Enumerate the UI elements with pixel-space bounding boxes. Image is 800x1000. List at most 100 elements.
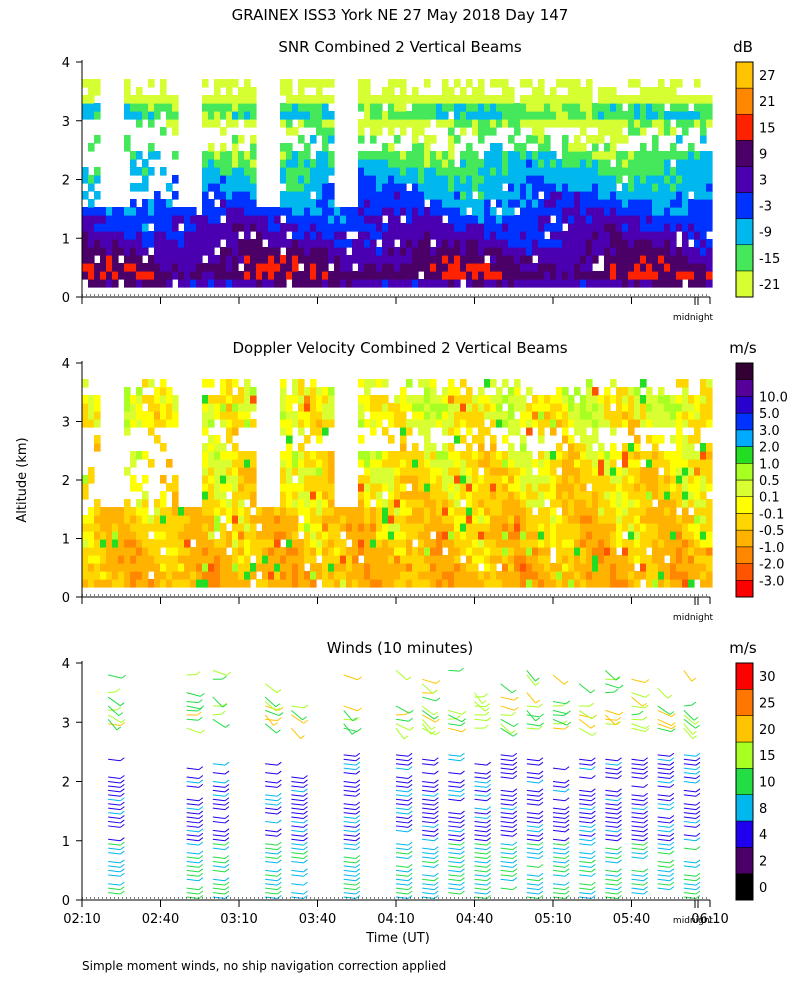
field-cell [88, 239, 95, 248]
field-cell [88, 279, 95, 288]
field-cell [292, 531, 299, 540]
field-cell [232, 159, 239, 168]
field-cell [568, 271, 575, 280]
field-cell [520, 555, 527, 564]
field-cell [454, 231, 461, 240]
field-cell [568, 491, 575, 500]
field-cell [652, 255, 659, 264]
field-cell [490, 443, 497, 452]
field-cell [436, 547, 443, 556]
wind-barb-flag [538, 775, 544, 779]
wind-barb-flag [407, 890, 413, 895]
field-cell [430, 183, 437, 192]
field-cell [538, 459, 545, 468]
wind-barb [108, 887, 121, 891]
field-cell [628, 451, 635, 460]
wind-barb-flag [355, 788, 361, 793]
field-cell [634, 547, 641, 556]
field-cell [658, 95, 665, 104]
wind-barb [500, 816, 513, 819]
field-cell [328, 239, 335, 248]
field-cell [334, 531, 341, 540]
field-cell [490, 539, 497, 548]
wind-barb [474, 820, 487, 824]
wind-barb-flag [198, 895, 204, 899]
field-cell [388, 159, 395, 168]
wind-barb [500, 807, 513, 811]
field-cell [130, 159, 137, 168]
field-cell [94, 239, 101, 248]
field-cell [298, 247, 305, 256]
field-cell [154, 247, 161, 256]
field-cell [700, 255, 707, 264]
field-cell [340, 271, 347, 280]
field-cell [184, 563, 191, 572]
field-cell [394, 483, 401, 492]
field-cell [280, 427, 287, 436]
field-cell [328, 207, 335, 216]
field-cell [364, 103, 371, 112]
field-cell [562, 395, 569, 404]
field-cell [676, 135, 683, 144]
wind-barb-flag [538, 886, 544, 890]
field-cell [562, 167, 569, 176]
field-cell [112, 539, 119, 548]
field-cell [118, 539, 125, 548]
field-cell [610, 151, 617, 160]
wind-barb-flag [355, 855, 361, 859]
field-cell [286, 127, 293, 136]
field-cell [490, 403, 497, 412]
field-cell [178, 563, 185, 572]
wind-barb [448, 852, 461, 855]
field-cell [514, 459, 521, 468]
field-cell [520, 499, 527, 508]
wind-barb [186, 816, 199, 819]
field-cell [322, 515, 329, 524]
field-cell [286, 419, 293, 428]
field-cell [586, 467, 593, 476]
wind-barb [291, 847, 304, 851]
field-cell [406, 167, 413, 176]
field-cell [682, 475, 689, 484]
field-cell [232, 395, 239, 404]
field-cell [214, 207, 221, 216]
field-cell [598, 475, 605, 484]
field-cell [694, 395, 701, 404]
field-cell [460, 175, 467, 184]
field-cell [256, 247, 263, 256]
field-cell [406, 571, 413, 580]
field-cell [232, 199, 239, 208]
field-cell [508, 207, 515, 216]
wind-barb-flag [303, 855, 308, 859]
field-cell [628, 167, 635, 176]
field-cell [538, 547, 545, 556]
wind-barb [448, 874, 461, 877]
field-cell [196, 571, 203, 580]
field-cell [556, 451, 563, 460]
field-cell [202, 191, 209, 200]
field-cell [598, 539, 605, 548]
field-cell [598, 199, 605, 208]
field-cell [376, 119, 383, 128]
field-cell [322, 255, 329, 264]
field-cell [298, 467, 305, 476]
field-cell [148, 95, 155, 104]
field-cell [124, 579, 131, 588]
field-cell [430, 499, 437, 508]
field-cell [166, 119, 173, 128]
field-cell [82, 231, 89, 240]
field-cell [490, 419, 497, 428]
field-cell [232, 207, 239, 216]
field-cell [322, 387, 329, 396]
field-cell [280, 411, 287, 420]
field-cell [520, 279, 527, 288]
wind-barb-flag [538, 779, 544, 784]
field-cell [292, 491, 299, 500]
field-cell [460, 247, 467, 256]
field-cell [526, 459, 533, 468]
field-cell [292, 419, 299, 428]
field-cell [472, 579, 479, 588]
wind-barb [186, 812, 199, 815]
wind-barb-flag [198, 828, 204, 833]
field-cell [118, 547, 125, 556]
